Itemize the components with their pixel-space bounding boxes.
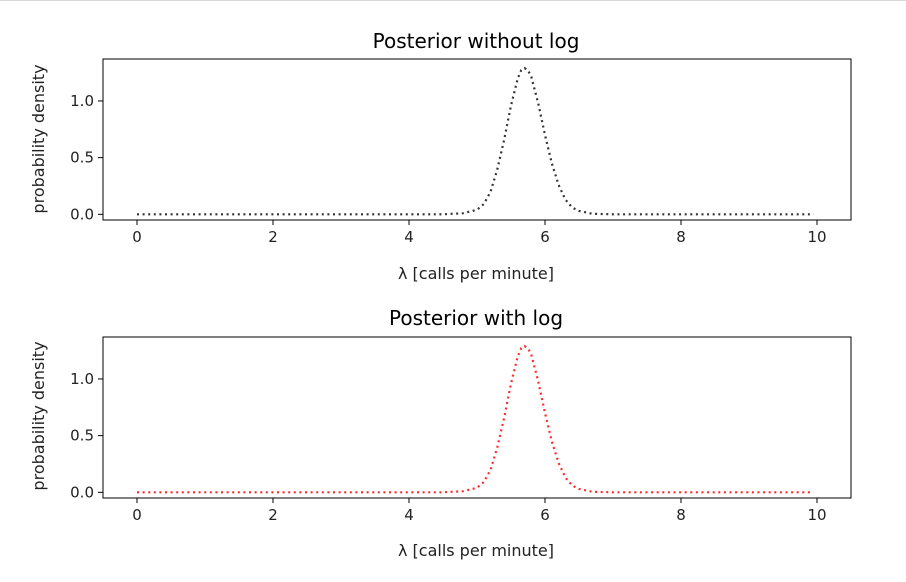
x-tick-label: 0 xyxy=(132,506,142,524)
posterior-series-line xyxy=(137,344,814,494)
y-tick-label: 0.0 xyxy=(70,205,94,223)
y-tick-label: 1.0 xyxy=(70,92,94,110)
x-tick-label: 10 xyxy=(807,506,826,524)
plot-frame xyxy=(102,58,852,221)
chart-panel-with-log: Posterior with log λ [calls per minute] … xyxy=(29,306,852,560)
y-axis-label: probability density xyxy=(29,64,48,213)
y-tick-label: 1.0 xyxy=(70,370,94,388)
posterior-series-line xyxy=(137,66,814,216)
chart-title: Posterior with log xyxy=(389,306,563,330)
chart-title: Posterior without log xyxy=(373,29,580,53)
x-tick-label: 6 xyxy=(540,228,550,246)
y-axis-label: probability density xyxy=(29,341,48,490)
top-divider xyxy=(0,0,906,1)
x-axis-label: λ [calls per minute] xyxy=(398,541,554,560)
x-tick-label: 8 xyxy=(676,506,686,524)
x-tick-label: 10 xyxy=(807,228,826,246)
chart-panel-without-log: Posterior without log λ [calls per minut… xyxy=(29,29,852,283)
x-tick-label: 0 xyxy=(132,228,142,246)
plot-frame xyxy=(102,336,852,499)
y-tick-label: 0.0 xyxy=(70,483,94,501)
x-tick-label: 6 xyxy=(540,506,550,524)
x-axis-label: λ [calls per minute] xyxy=(398,264,554,283)
x-tick-label: 2 xyxy=(268,506,278,524)
x-tick-label: 4 xyxy=(404,506,414,524)
x-tick-label: 2 xyxy=(268,228,278,246)
x-tick-label: 8 xyxy=(676,228,686,246)
y-tick-label: 0.5 xyxy=(70,427,94,445)
x-tick-label: 4 xyxy=(404,228,414,246)
y-tick-label: 0.5 xyxy=(70,149,94,167)
